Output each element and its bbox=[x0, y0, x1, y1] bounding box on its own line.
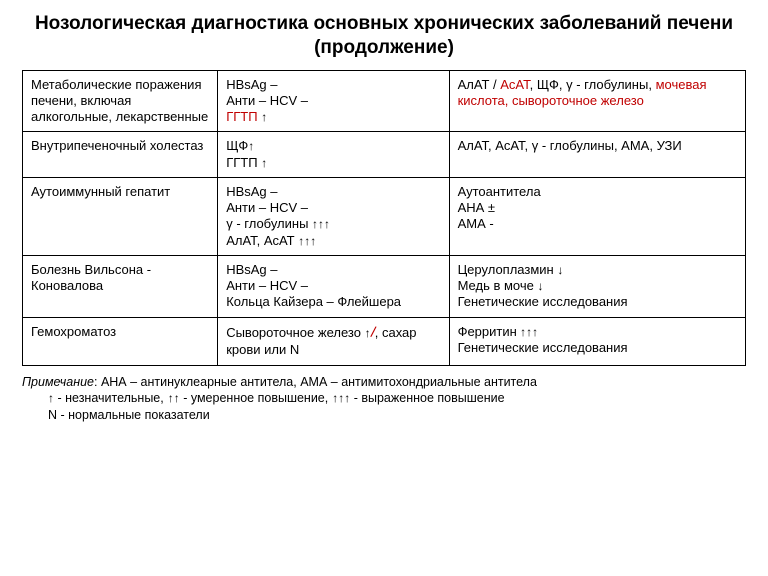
up-arrow-icon: ↑↑↑ bbox=[517, 325, 538, 339]
tests-cell: Ферритин ↑↑↑Генетические исследования bbox=[449, 317, 745, 365]
down-arrow-icon: ↓ bbox=[557, 263, 563, 277]
up-arrow-icon: ↑ bbox=[261, 156, 267, 170]
disease-cell: Метаболические поражения печени, включая… bbox=[23, 70, 218, 132]
footnote-line3: N - нормальные показатели bbox=[48, 407, 210, 424]
up-arrow-icon: ↑↑ bbox=[168, 391, 180, 405]
diagnostics-table: Метаболические поражения печени, включая… bbox=[22, 70, 746, 366]
table-row: Внутрипеченочный холестазЩФ↑ГГТП ↑АлАТ, … bbox=[23, 132, 746, 178]
up-arrow-icon: ↑ bbox=[248, 139, 254, 153]
markers-cell: Сывороточное железо ↑/, сахар крови или … bbox=[218, 317, 449, 365]
page-title: Нозологическая диагностика основных хрон… bbox=[22, 12, 746, 60]
table-row: ГемохроматозСывороточное железо ↑/, саха… bbox=[23, 317, 746, 365]
tests-cell: АутоантителаАНА ±АМА - bbox=[449, 177, 745, 255]
table-row: Аутоиммунный гепатитHBsAg –Анти – HCV –γ… bbox=[23, 177, 746, 255]
markers-cell: HBsAg –Анти – HCV –ГГТП ↑ bbox=[218, 70, 449, 132]
markers-cell: ЩФ↑ГГТП ↑ bbox=[218, 132, 449, 178]
markers-cell: HBsAg –Анти – HCV –Кольца Кайзера – Флей… bbox=[218, 255, 449, 317]
footnote: Примечание: АНА – антинуклеарные антител… bbox=[22, 374, 746, 425]
disease-cell: Внутрипеченочный холестаз bbox=[23, 132, 218, 178]
disease-cell: Аутоиммунный гепатит bbox=[23, 177, 218, 255]
markers-cell: HBsAg –Анти – HCV –γ - глобулины ↑↑↑АлАТ… bbox=[218, 177, 449, 255]
tests-cell: АлАТ / АсАТ, ЩФ, γ - глобулины, мочевая … bbox=[449, 70, 745, 132]
legend-item: ↑ - незначительные, bbox=[48, 390, 164, 407]
disease-cell: Болезнь Вильсона - Коновалова bbox=[23, 255, 218, 317]
tests-cell: Церулоплазмин ↓Медь в моче ↓Генетические… bbox=[449, 255, 745, 317]
footnote-label: Примечание bbox=[22, 375, 94, 389]
up-arrow-icon: ↑↑↑ bbox=[312, 217, 330, 231]
disease-cell: Гемохроматоз bbox=[23, 317, 218, 365]
tests-cell: АлАТ, АсАТ, γ - глобулины, АМА, УЗИ bbox=[449, 132, 745, 178]
up-arrow-icon: ↑↑↑ bbox=[332, 391, 350, 405]
table-row: Метаболические поражения печени, включая… bbox=[23, 70, 746, 132]
down-arrow-icon: ↓ bbox=[537, 279, 543, 293]
legend-item: ↑↑↑ - выраженное повышение bbox=[332, 390, 504, 407]
footnote-legend: ↑ - незначительные, ↑↑ - умеренное повыш… bbox=[22, 390, 746, 407]
table-row: Болезнь Вильсона - КоноваловаHBsAg –Анти… bbox=[23, 255, 746, 317]
footnote-line1: : АНА – антинуклеарные антитела, АМА – а… bbox=[94, 375, 537, 389]
up-arrow-icon: ↑ bbox=[261, 110, 267, 124]
up-arrow-icon: ↑↑↑ bbox=[298, 234, 316, 248]
legend-item: ↑↑ - умеренное повышение, bbox=[168, 390, 329, 407]
